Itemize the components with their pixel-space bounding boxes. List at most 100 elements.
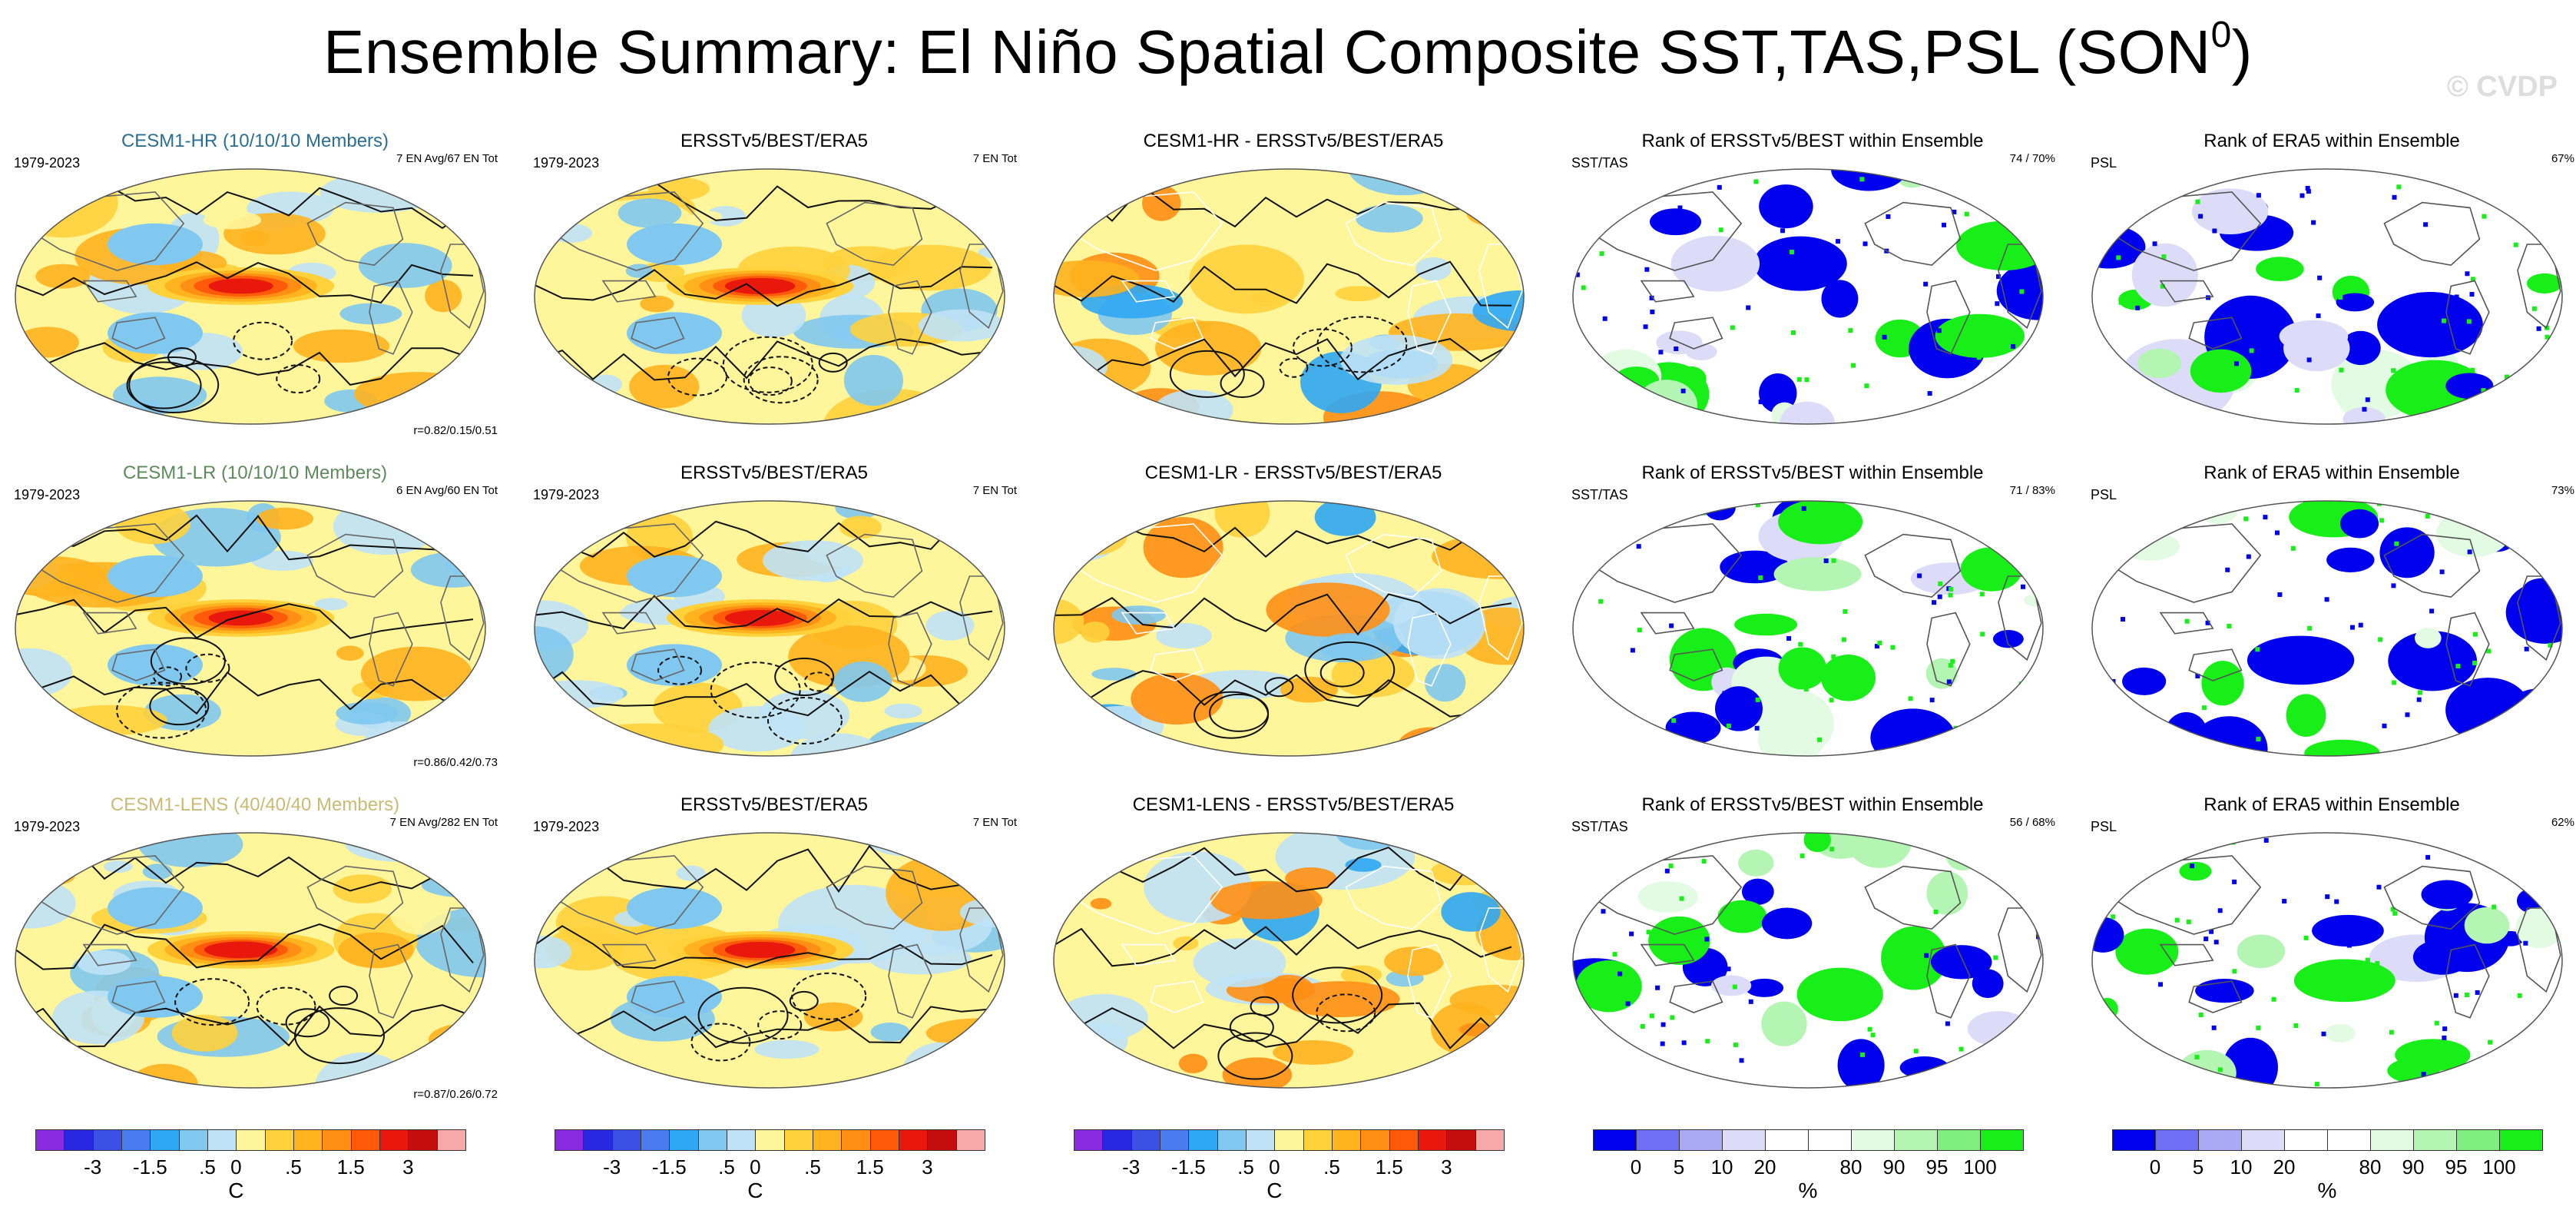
- panel-title: ERSSTv5/BEST/ERA5: [680, 131, 869, 151]
- rank-pixel: [2439, 569, 2445, 575]
- coastline: [82, 280, 137, 303]
- rank-pixel: [2472, 661, 2477, 666]
- rank-pixel: [2375, 960, 2380, 966]
- rank-pixel: [1701, 859, 1707, 864]
- rank-pixel: [2201, 705, 2207, 711]
- rank-pixel: [1664, 868, 1670, 874]
- map-panel: CESM1-HR - ERSSTv5/BEST/ERA5: [1048, 131, 1539, 453]
- anomaly-region: [1285, 867, 1336, 890]
- rank-pixel: [2015, 870, 2021, 875]
- map-boundary: [15, 832, 486, 1089]
- coastline: [2188, 980, 2243, 1013]
- panel-right-label: 7 EN Tot: [972, 152, 1017, 165]
- colorbar-swatch: [697, 1129, 727, 1151]
- rank-region: [2515, 907, 2562, 949]
- coastline: [1926, 943, 1971, 1019]
- anomaly-region: [618, 198, 682, 228]
- panel-title: ERSSTv5/BEST/ERA5: [680, 794, 869, 815]
- rank-pixel: [2425, 513, 2430, 519]
- anomaly-region: [1080, 621, 1110, 643]
- rank-pixel: [1937, 594, 1942, 599]
- rank-pixel: [2296, 520, 2301, 525]
- rank-pixel: [1669, 623, 1674, 628]
- coastline: [1640, 612, 1695, 635]
- anomaly-region: [1319, 632, 1380, 660]
- rank-pixel: [1726, 723, 1731, 728]
- anomaly-region: [233, 1066, 280, 1087]
- rank-pixel: [2305, 186, 2310, 191]
- map-anomaly: [15, 500, 486, 757]
- anomaly-region: [1054, 390, 1098, 424]
- anomaly-region: [803, 1002, 863, 1032]
- rank-pixel: [2225, 567, 2230, 572]
- colorbar-swatch: [2284, 1129, 2328, 1151]
- rank-pixel: [2096, 1071, 2101, 1076]
- rank-region: [2190, 349, 2252, 393]
- rank-pixel: [1730, 325, 1735, 330]
- watermark-logo: © CVDP: [2446, 71, 2558, 103]
- panel-right-label: 56 / 68%: [2009, 816, 2055, 829]
- rank-pixel: [2030, 287, 2035, 293]
- coastline: [306, 201, 404, 267]
- colorbar-tick-label: -3: [603, 1155, 621, 1179]
- rank-region: [2304, 739, 2380, 756]
- colorbar-swatch: [1475, 1129, 1505, 1151]
- rank-pixel: [2536, 326, 2541, 331]
- psl-contour: [535, 1006, 993, 1049]
- rank-pixel: [1630, 648, 1635, 653]
- coastline: [2188, 648, 2243, 681]
- rank-region: [2474, 1068, 2518, 1088]
- coastline: [2445, 280, 2490, 355]
- rank-pixel: [2300, 193, 2305, 198]
- colorbar-swatch: [2370, 1129, 2414, 1151]
- colorbar-tick-label: -1.5: [1170, 1155, 1206, 1179]
- anomaly-region: [126, 169, 163, 178]
- psl-contour: [818, 352, 848, 373]
- colorbar-tick-label: -1.5: [132, 1155, 167, 1179]
- psl-contour: [757, 1010, 803, 1040]
- rank-pixel: [2561, 575, 2562, 581]
- psl-contour: [535, 516, 993, 558]
- rank-pixel: [2130, 541, 2135, 546]
- coastline: [888, 280, 932, 355]
- coastline: [631, 648, 685, 681]
- rank-pixel: [1924, 953, 1929, 958]
- colorbar-swatch: [1722, 1129, 1766, 1151]
- rank-region: [1670, 235, 1760, 292]
- anomaly-region: [737, 682, 761, 699]
- panel-left-label: 1979-2023: [533, 819, 600, 834]
- anomaly-region: [1178, 1053, 1208, 1073]
- rank-pixel: [1798, 641, 1803, 647]
- rank-pixel: [1948, 586, 1953, 592]
- rank-pixel: [1877, 640, 1882, 645]
- coastline: [1150, 317, 1204, 350]
- rank-pixel: [1870, 1033, 1876, 1038]
- map-panel: CESM1-LR (10/10/10 Members) 1979-2023 6 EN…: [9, 462, 501, 785]
- colorbar-swatch: [1765, 1129, 1809, 1151]
- rank-pixel: [2243, 516, 2249, 522]
- rank-pixel: [2274, 530, 2280, 535]
- rank-pixel: [1625, 1001, 1631, 1006]
- rank-pixel: [2391, 583, 2396, 588]
- rank-pixel: [1978, 847, 1984, 852]
- panel-left-label: 1979-2023: [14, 819, 81, 834]
- rank-region: [1846, 833, 1912, 868]
- anomaly-region: [338, 932, 414, 969]
- colorbar-tick-label: 1.5: [1375, 1155, 1403, 1179]
- rank-pixel: [2209, 929, 2214, 934]
- rank-pixel: [2198, 1013, 2204, 1018]
- psl-contour: [535, 266, 993, 307]
- anomaly-region: [705, 205, 746, 227]
- colorbar-tick-label: 10: [2230, 1155, 2253, 1179]
- psl-contour: [1054, 338, 1512, 383]
- rank-pixel: [2481, 388, 2486, 393]
- colorbar-tick-label: 5: [1673, 1155, 1685, 1179]
- rank-region: [2286, 694, 2326, 737]
- cool-horseshoe: [627, 312, 722, 354]
- colorbar-swatch: [669, 1129, 699, 1151]
- cool-horseshoe: [108, 976, 203, 1018]
- rank-pixel: [1859, 177, 1865, 182]
- rank-pixel: [1589, 874, 1594, 880]
- rank-pixel: [2520, 521, 2525, 526]
- colorbar-tick-label: .5: [285, 1155, 302, 1179]
